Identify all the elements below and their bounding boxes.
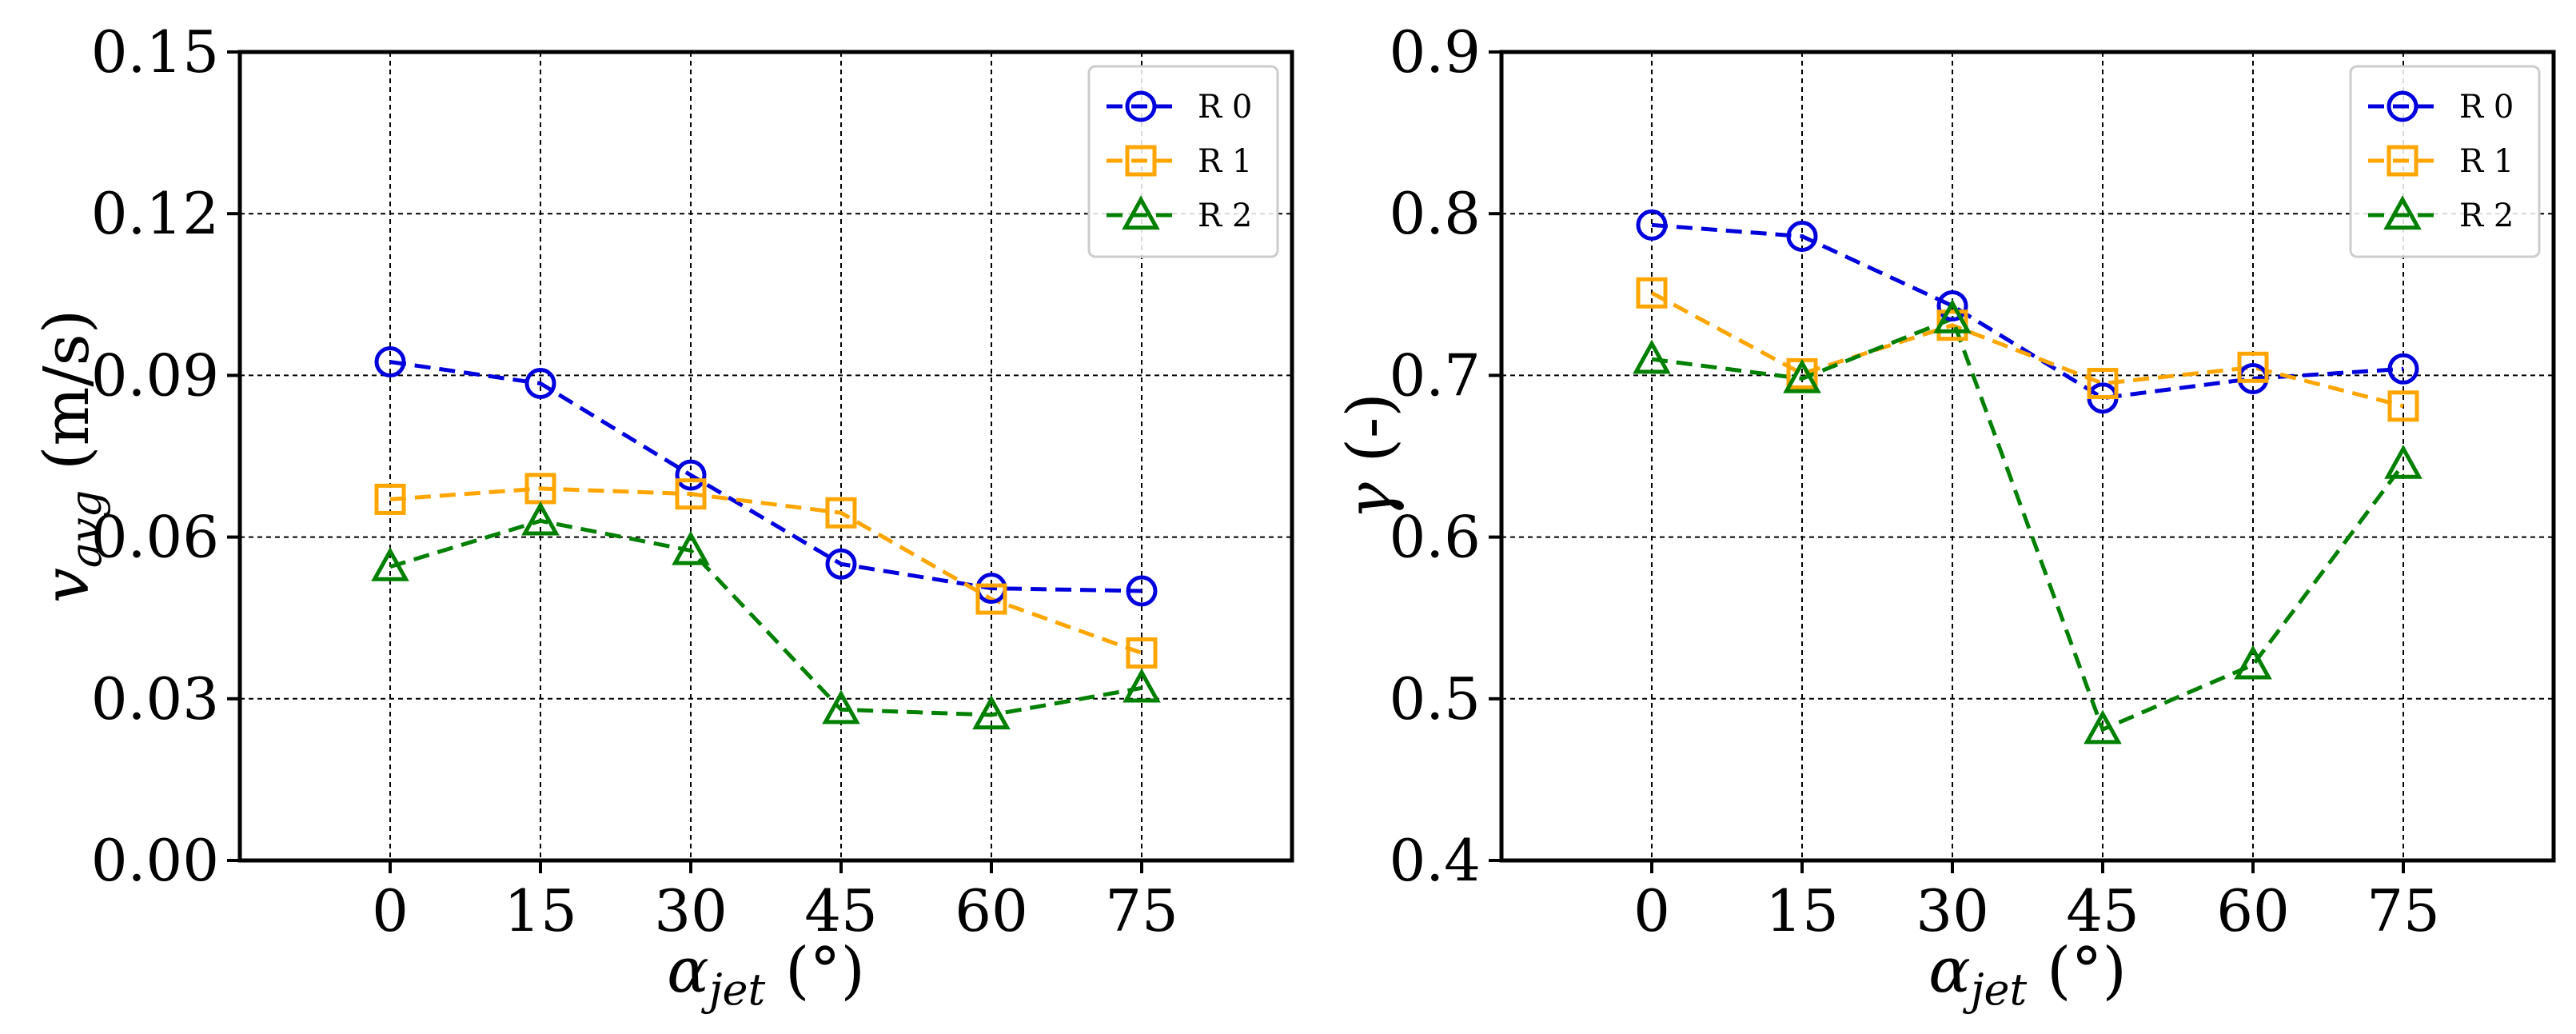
- legend-marker: [1122, 195, 1160, 230]
- x-axis-label: αjet (°): [667, 935, 865, 1015]
- x-tick-label: 15: [1765, 877, 1839, 944]
- y-axis-label: vavg (m/s): [31, 309, 111, 603]
- legend-marker: [1125, 90, 1157, 122]
- data-point-r1: [975, 583, 1007, 615]
- data-point-r2: [521, 501, 560, 536]
- y-tick-label: 0.5: [1389, 665, 1481, 733]
- x-tick-label: 60: [2216, 877, 2290, 944]
- legend-label: R 1: [1198, 143, 1252, 180]
- y-tick-label: 0.8: [1389, 180, 1481, 247]
- y-tick-label: 0.03: [91, 665, 219, 733]
- data-point-r2: [371, 546, 409, 581]
- data-point-r1: [1126, 637, 1158, 669]
- legend-label: R 2: [1198, 198, 1252, 234]
- data-point-r0: [1936, 289, 1968, 321]
- legend: R 0 R 1 R 2: [2349, 65, 2541, 258]
- data-point-r2: [2384, 444, 2422, 479]
- y-tick-label: 0.06: [91, 504, 219, 571]
- data-point-r0: [374, 346, 406, 378]
- data-point-r2: [1123, 668, 1161, 703]
- data-point-r2: [1783, 358, 1821, 393]
- data-point-r1: [374, 483, 406, 515]
- series-line-r1: [389, 486, 1142, 655]
- legend-label: R 2: [2459, 198, 2514, 234]
- series-line-r1: [1650, 291, 2404, 409]
- legend-label: R 0: [1198, 89, 1252, 126]
- legend-marker: [2387, 145, 2418, 177]
- plot-frame: [1499, 50, 2556, 863]
- legend-marker: [2383, 195, 2422, 230]
- x-tick-label: 45: [804, 877, 878, 944]
- y-tick-label: 0.15: [91, 18, 219, 86]
- data-point-r2: [1933, 298, 1972, 333]
- data-point-r0: [825, 548, 857, 580]
- y-tick-label: 0.9: [1389, 18, 1481, 86]
- legend-marker: [1125, 145, 1157, 177]
- data-point-r0: [675, 459, 707, 491]
- x-tick-label: 0: [1633, 877, 1670, 944]
- data-point-r0: [1126, 575, 1158, 607]
- data-point-r2: [2084, 709, 2122, 745]
- x-tick-label: 0: [372, 877, 409, 944]
- series-line-r2: [1651, 316, 2406, 733]
- y-tick-label: 0.12: [91, 180, 219, 247]
- series-line-r0: [389, 360, 1142, 593]
- x-axis-label: αjet (°): [1928, 935, 2127, 1015]
- chart-panel-1: 0 15 30 45 60 750.000.030.060.090.120.15R 0R …: [91, 18, 1294, 944]
- data-point-r2: [822, 689, 860, 725]
- x-tick-label: 30: [654, 877, 728, 944]
- x-tick-label: 15: [504, 877, 577, 944]
- x-tick-label: 75: [2367, 877, 2440, 944]
- legend-label: R 1: [2459, 143, 2514, 180]
- data-point-r1: [2087, 368, 2119, 400]
- data-point-r1: [675, 478, 707, 510]
- x-tick-label: 45: [2066, 877, 2139, 944]
- x-tick-label: 60: [955, 877, 1028, 944]
- legend: R 0 R 1 R 2: [1087, 65, 1279, 258]
- y-tick-label: 0.09: [91, 341, 219, 409]
- data-point-r2: [972, 695, 1011, 730]
- series-line-r0: [1651, 222, 2404, 401]
- y-tick-label: 0.7: [1389, 341, 1481, 409]
- data-point-r2: [672, 530, 710, 565]
- y-tick-label: 0.00: [91, 827, 219, 894]
- x-tick-label: 75: [1105, 877, 1178, 944]
- data-point-r1: [2237, 351, 2269, 383]
- data-point-r0: [1786, 221, 1818, 253]
- y-tick-label: 0.4: [1389, 827, 1481, 894]
- data-point-r0: [524, 368, 556, 400]
- data-point-r1: [2387, 390, 2419, 422]
- plot-frame: [237, 50, 1294, 863]
- y-axis-label: γ (-): [1334, 393, 1406, 520]
- series-line-r2: [389, 518, 1142, 717]
- data-point-r1: [1636, 277, 1668, 309]
- data-point-r2: [2234, 645, 2272, 680]
- data-point-r0: [2387, 353, 2419, 385]
- x-tick-label: 30: [1916, 877, 1989, 944]
- data-point-r1: [825, 497, 857, 529]
- chart-panel-2: 0 15 30 45 60 75 0.4 0.5 0.6 0.7 0.8 0.9 R 0 R 1 R 2: [1389, 18, 2556, 944]
- legend-label: R 0: [2459, 89, 2514, 126]
- legend-marker: [2387, 90, 2418, 122]
- data-point-r2: [1633, 339, 1671, 374]
- data-point-r0: [1636, 209, 1668, 241]
- y-tick-label: 0.6: [1389, 504, 1481, 571]
